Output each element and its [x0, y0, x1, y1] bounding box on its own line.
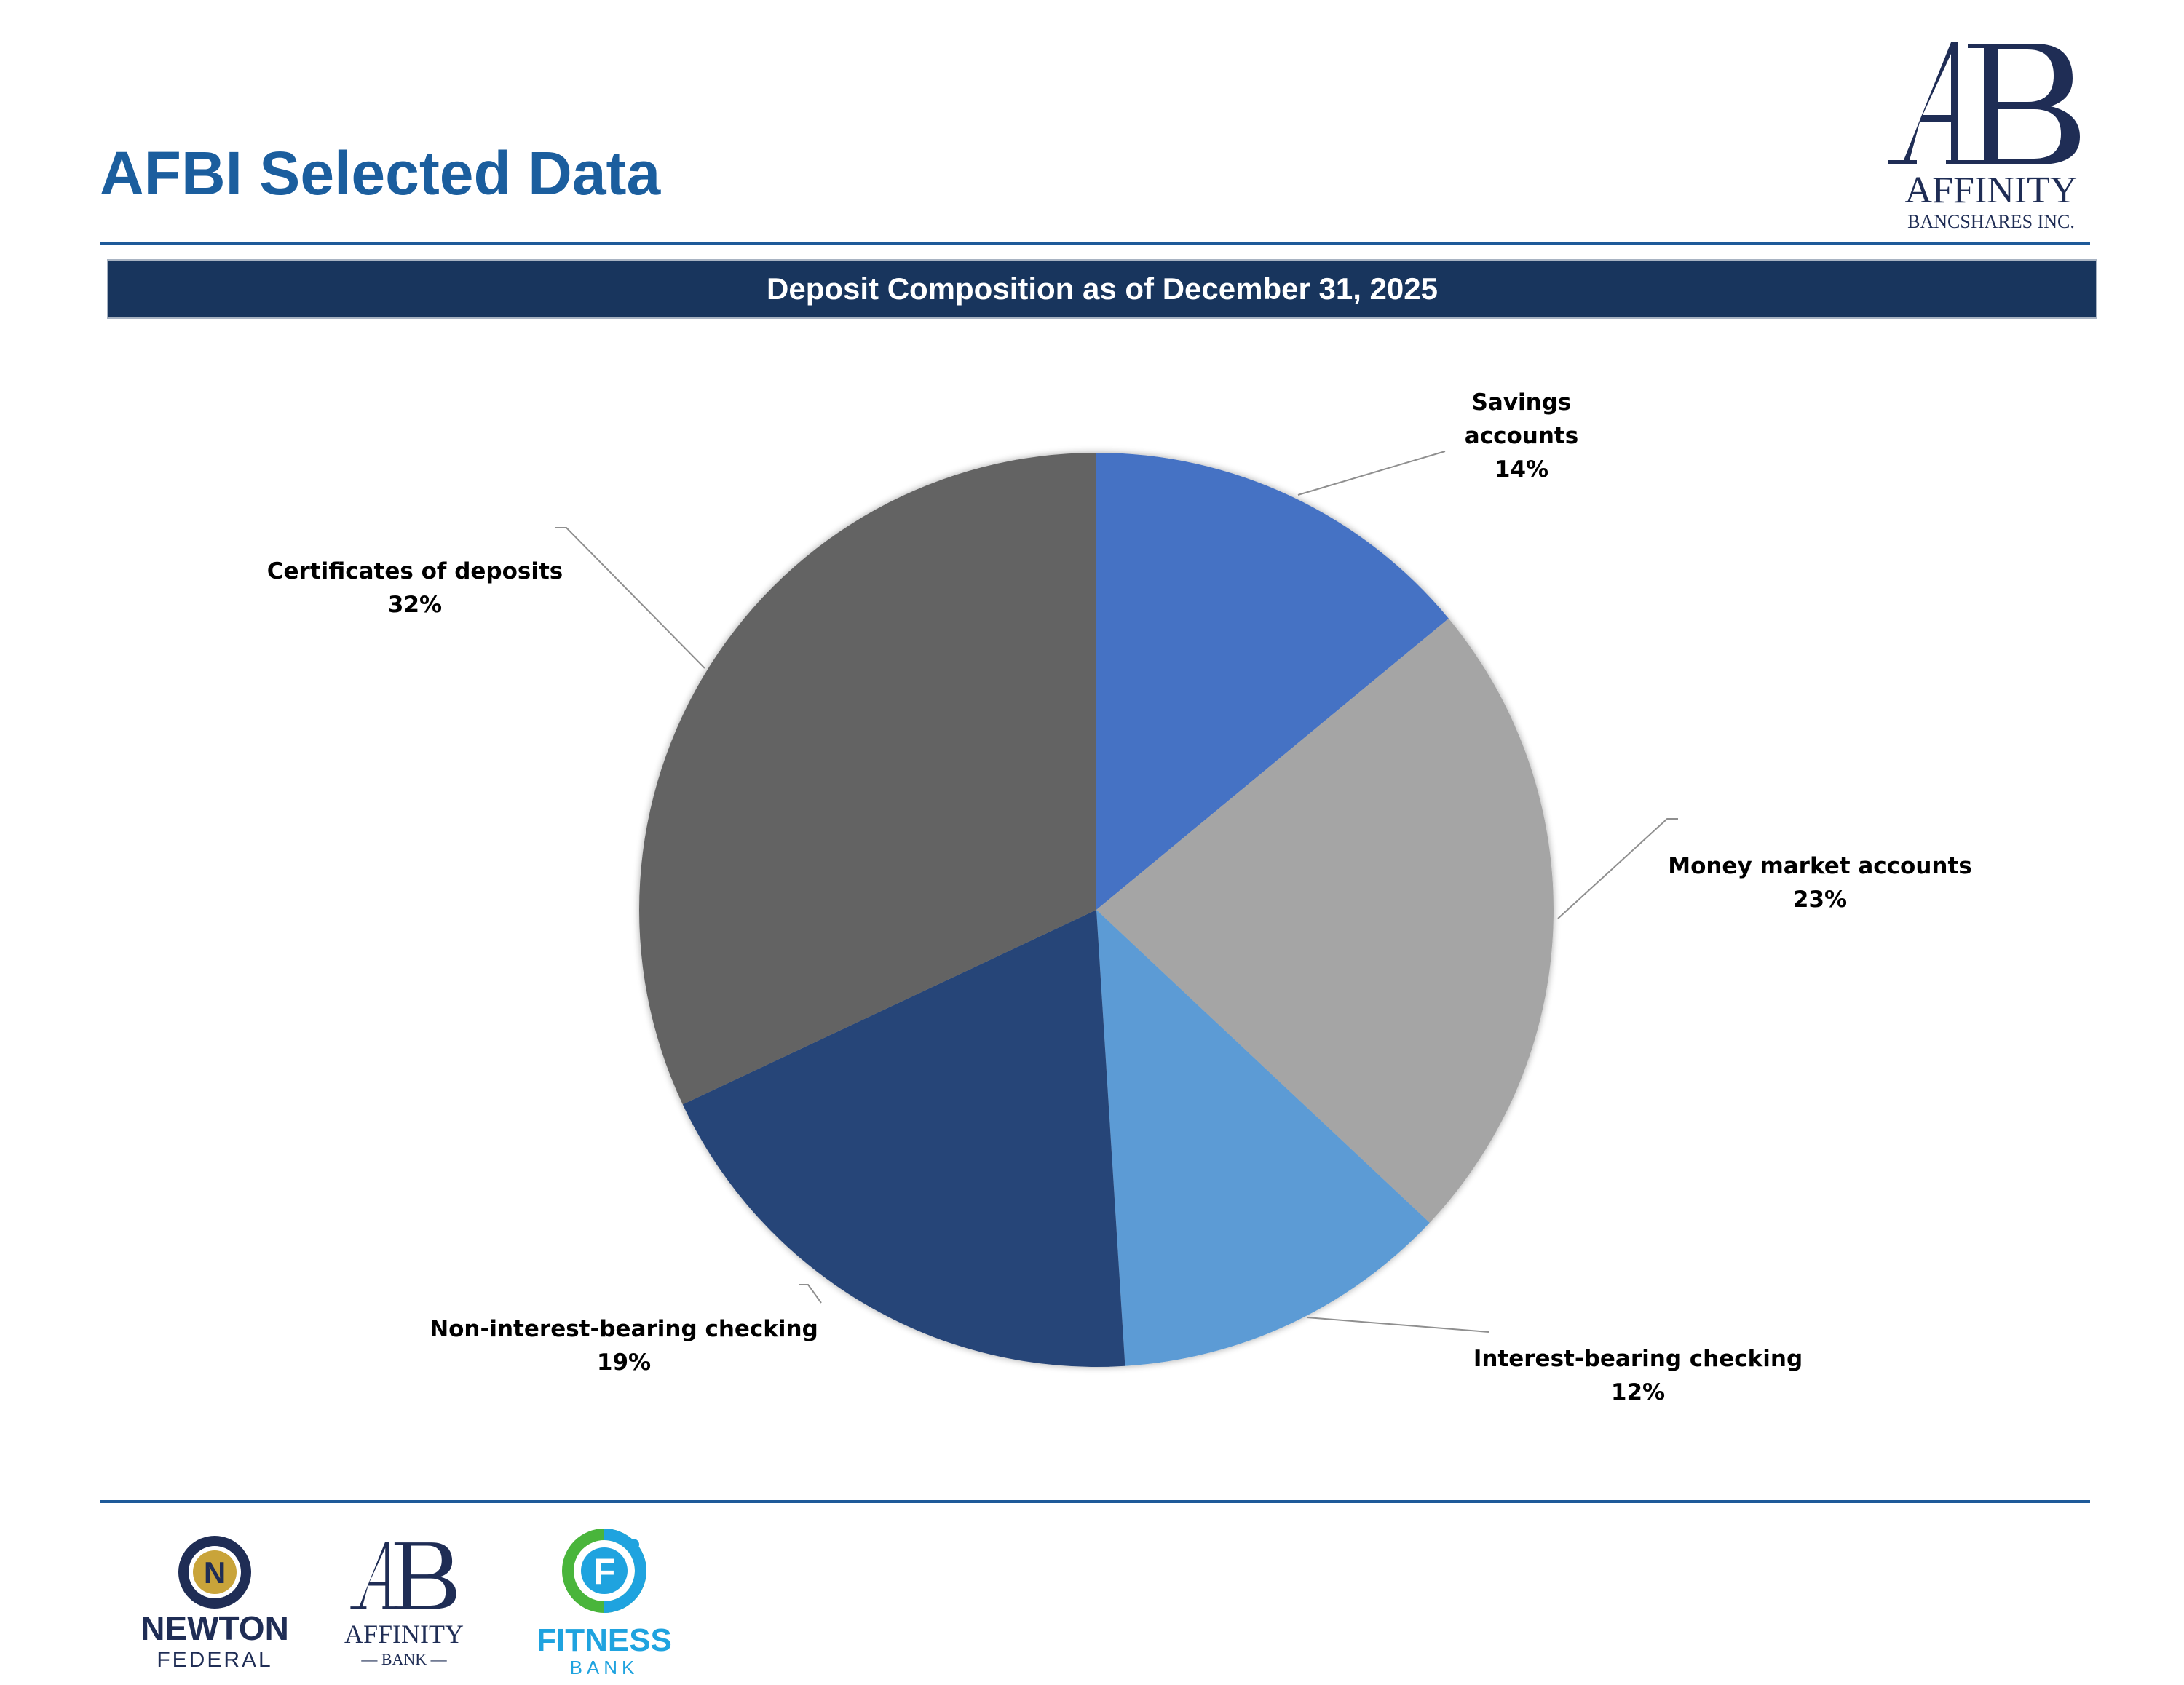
fitness-bank-logo: F FITNESS BANK	[537, 1529, 672, 1678]
pie-slice-certificates-of-deposits	[639, 453, 1096, 1105]
pie-slice-money-market-accounts	[1096, 618, 1554, 1223]
deposit-pie-chart: Savings accounts 14% Money market accounts 2…	[267, 389, 1972, 1406]
pie-slice-non-interest-bearing-checking	[682, 910, 1125, 1367]
fitness-logo-subname: BANK	[570, 1657, 639, 1678]
chart-banner: Deposit Composition as of December 31, 2…	[107, 259, 2097, 319]
svg-text:N: N	[204, 1555, 226, 1590]
affinity-bancshares-logo: AFFINITY BANCSHARES INC.	[1888, 42, 2080, 232]
pie-slice-savings-accounts	[1096, 453, 1449, 910]
svg-text:F: F	[593, 1551, 616, 1592]
leader-line	[799, 1284, 822, 1304]
page-title: AFBI Selected Data	[100, 139, 661, 207]
slice-label: Interest-bearing checking 12%	[1473, 1346, 1803, 1406]
affinity-logo-subname: BANCSHARES INC.	[1907, 211, 2075, 232]
pie-slices	[639, 453, 1554, 1367]
pie-slice-interest-bearing-checking	[1096, 910, 1430, 1366]
affinity-bank-logo-name: AFFINITY	[344, 1619, 464, 1649]
slice-label: Certificates of deposits 32%	[267, 558, 563, 618]
leader-line	[555, 527, 705, 669]
leader-line	[1297, 451, 1446, 496]
affinity-bank-logo: AFFINITY — BANK —	[344, 1542, 464, 1668]
footer-divider	[100, 1500, 2090, 1503]
affinity-bank-logo-subname: — BANK —	[360, 1650, 447, 1668]
slice-label: Non-interest-bearing checking 19%	[430, 1316, 818, 1376]
affinity-logo-name: AFFINITY	[1905, 170, 2078, 211]
slice-label: Money market accounts 23%	[1668, 853, 1972, 913]
slice-label: Savings accounts 14%	[1465, 389, 1578, 483]
leader-line	[1557, 818, 1678, 919]
header-divider	[100, 242, 2090, 245]
leader-line	[1306, 1317, 1489, 1333]
newton-federal-logo: N NEWTON FEDERAL	[141, 1536, 289, 1672]
newton-logo-subname: FEDERAL	[157, 1648, 272, 1672]
fitness-logo-name: FITNESS	[537, 1622, 672, 1658]
newton-logo-name: NEWTON	[141, 1609, 289, 1647]
